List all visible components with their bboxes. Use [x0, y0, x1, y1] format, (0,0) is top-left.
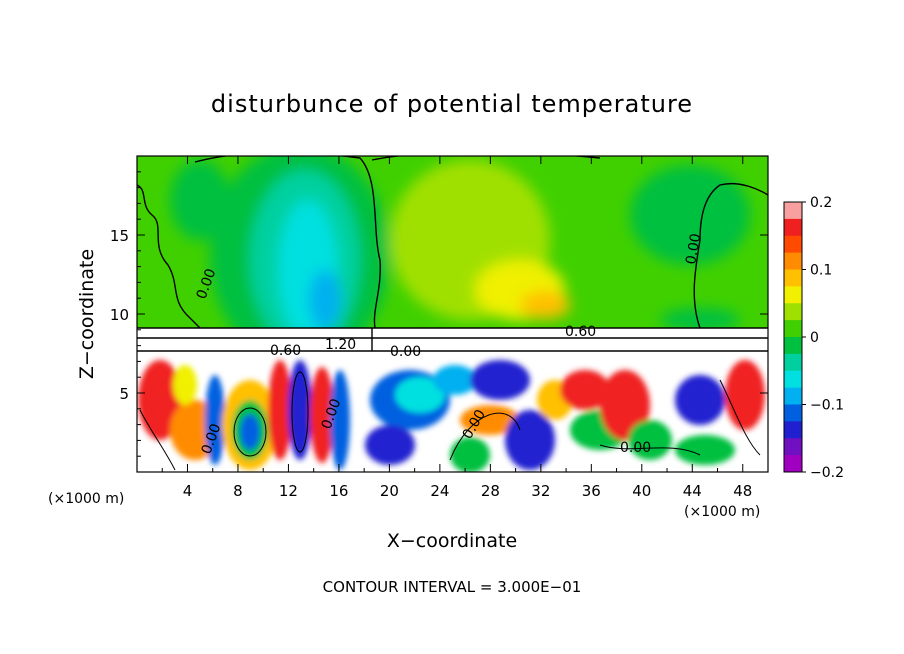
x-axis-label: X−coordinate — [387, 530, 517, 552]
x-tick-label: 32 — [531, 482, 550, 500]
chart-title: disturbunce of potential temperature — [211, 90, 693, 118]
colorbar-swatch — [784, 438, 802, 456]
upper-field — [170, 156, 750, 328]
lower-field — [137, 351, 768, 472]
colorbar-swatch — [784, 353, 802, 372]
x-tick-label: 12 — [279, 482, 298, 500]
x-tick-label: 40 — [632, 482, 651, 500]
inversion-band — [137, 328, 768, 351]
contour-label: 0.60 — [270, 343, 301, 359]
y-axis: 5 10 15 — [110, 171, 768, 457]
x-tick-label: 28 — [481, 482, 500, 500]
x-unit-label: (×1000 m) — [48, 491, 124, 507]
colorbar-swatch — [784, 320, 802, 338]
contour-interval-note: CONTOUR INTERVAL = 3.000E−01 — [323, 578, 582, 596]
x-tick-label: 4 — [183, 482, 193, 500]
x-tick-label: 8 — [233, 482, 243, 500]
colorbar-swatch — [784, 252, 802, 270]
x-tick-label: 36 — [582, 482, 601, 500]
colorbar-frame — [783, 201, 803, 473]
contour-label: 0.00 — [390, 344, 421, 360]
colorbar-swatch — [784, 286, 802, 304]
colorbar-swatch — [784, 404, 802, 422]
contour-label: 0.00 — [620, 440, 651, 456]
contour-label: 1.20 — [325, 337, 356, 353]
colorbar-swatch — [784, 337, 802, 355]
y-axis-label: Z−coordinate — [76, 249, 98, 379]
colorbar-tick-label: 0.2 — [810, 195, 832, 211]
y-tick-label: 10 — [110, 306, 129, 324]
contour-lines — [137, 156, 768, 352]
colorbar-swatch — [784, 218, 802, 237]
colorbar-tick-label: 0 — [810, 330, 819, 346]
y-tick-label: 15 — [110, 227, 129, 245]
x-tick-label: 44 — [683, 482, 702, 500]
contour-label: 0.60 — [565, 324, 596, 340]
x-tick-label: 16 — [329, 482, 348, 500]
colorbar-swatch — [784, 269, 802, 287]
x-tick-label: 24 — [430, 482, 449, 500]
x-tick-label: 48 — [733, 482, 752, 500]
colorbar-tick-label: 0.1 — [810, 263, 832, 279]
contour-label: 0.00 — [683, 232, 704, 265]
y-tick-label: 5 — [119, 385, 129, 403]
colorbar-swatch — [784, 455, 802, 473]
colorbar-tick-label: −0.1 — [810, 398, 844, 414]
x-tick-label: 20 — [380, 482, 399, 500]
colorbar-swatch — [784, 387, 802, 405]
colorbar-swatch — [784, 235, 802, 254]
colorbar-tick-label: −0.2 — [810, 465, 844, 481]
colorbar-swatch — [784, 370, 802, 389]
x-axis: 4 8 12 16 20 24 28 32 36 40 44 48 — [161, 156, 752, 500]
colorbar: 0.2 0.1 0 −0.1 −0.2 — [784, 195, 844, 481]
plot-field — [137, 156, 768, 472]
x-unit-label-right: (×1000 m) — [684, 504, 760, 520]
colorbar-swatch — [784, 421, 802, 439]
colorbar-swatch — [784, 303, 802, 321]
colorbar-swatch — [784, 202, 802, 220]
